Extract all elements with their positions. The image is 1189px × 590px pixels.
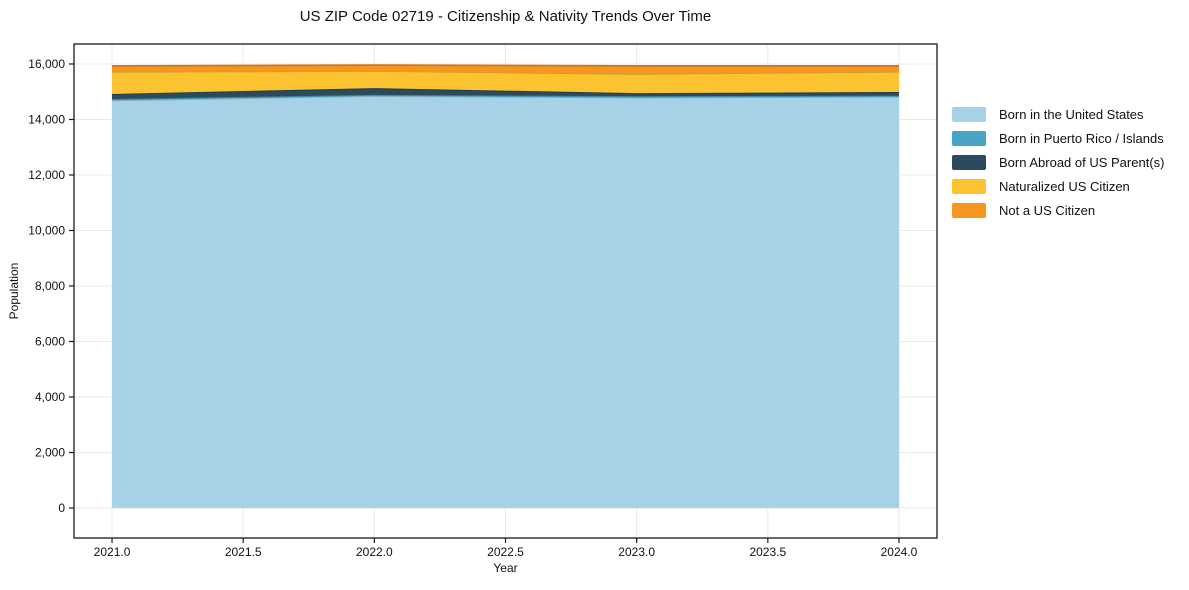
x-tick-label: 2023.5 (749, 545, 786, 559)
legend-swatch (952, 154, 986, 170)
legend: Born in the United States Born in Puerto… (952, 102, 1164, 222)
legend-swatch (952, 106, 986, 122)
area-born-in-the-united-states (112, 95, 899, 509)
y-tick-label: 16,000 (28, 57, 65, 71)
legend-label: Naturalized US Citizen (999, 178, 1130, 194)
legend-label: Born Abroad of US Parent(s) (999, 154, 1165, 170)
area-born-abroad-of-us-parent-s (112, 88, 899, 99)
legend-label: Born in Puerto Rico / Islands (999, 130, 1164, 146)
legend-label: Born in the United States (999, 106, 1144, 122)
legend-item: Born Abroad of US Parent(s) (952, 150, 1164, 174)
x-tick-label: 2021.0 (94, 545, 131, 559)
area-not-a-us-citizen (112, 65, 899, 74)
x-tick-label: 2024.0 (881, 545, 918, 559)
edge-not-a-us-citizen (112, 64, 899, 67)
y-tick-label: 4,000 (35, 390, 65, 404)
legend-swatch (952, 202, 986, 218)
y-tick-label: 10,000 (28, 224, 65, 238)
legend-label: Not a US Citizen (999, 202, 1096, 218)
y-tick-label: 8,000 (35, 279, 65, 293)
chart-title: US ZIP Code 02719 - Citizenship & Nativi… (299, 8, 712, 25)
legend-item: Not a US Citizen (952, 198, 1164, 222)
y-tick-label: 14,000 (28, 113, 65, 127)
y-tick-label: 0 (58, 501, 65, 515)
x-tick-label: 2022.0 (356, 545, 393, 559)
area-naturalized-us-citizen (112, 70, 899, 94)
y-tick-label: 12,000 (28, 168, 65, 182)
x-tick-label: 2021.5 (225, 545, 262, 559)
legend-item: Born in Puerto Rico / Islands (952, 126, 1164, 150)
y-tick-label: 6,000 (35, 335, 65, 349)
x-axis-label: Year (493, 561, 518, 575)
x-tick-label: 2023.0 (618, 545, 655, 559)
y-axis-label: Population (7, 262, 21, 320)
legend-item: Naturalized US Citizen (952, 174, 1164, 198)
legend-swatch (952, 130, 986, 146)
x-tick-label: 2022.5 (487, 545, 524, 559)
legend-item: Born in the United States (952, 102, 1164, 126)
legend-swatch (952, 178, 986, 194)
y-tick-label: 2,000 (35, 446, 65, 460)
